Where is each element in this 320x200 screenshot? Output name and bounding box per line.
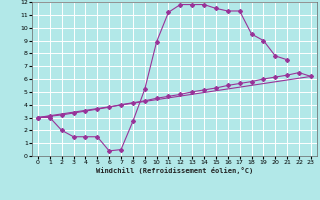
X-axis label: Windchill (Refroidissement éolien,°C): Windchill (Refroidissement éolien,°C) [96, 167, 253, 174]
